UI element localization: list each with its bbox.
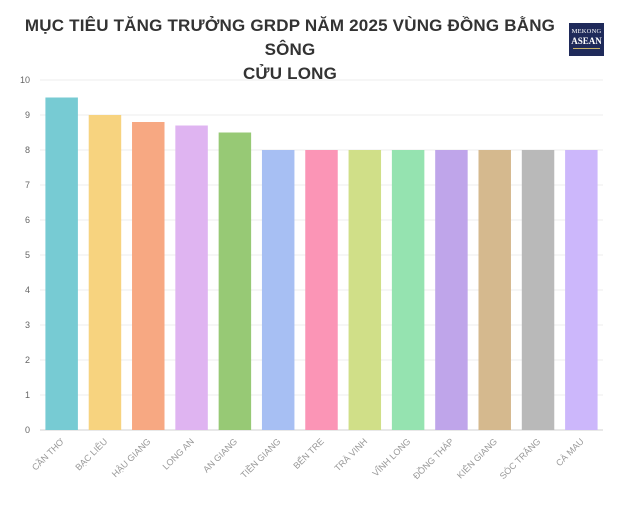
bar[interactable]	[218, 132, 252, 431]
mekong-asean-logo: MEKONG ASEAN	[569, 23, 604, 56]
x-tick-label: ĐỒNG THÁP	[410, 436, 455, 481]
x-tick-label: LONG AN	[161, 436, 196, 471]
y-tick-label: 7	[25, 180, 30, 190]
logo-text-asean: ASEAN	[571, 36, 602, 46]
x-axis-ticks: CẦN THƠ BẠC LIÊU HẬU GIANG LONG AN AN GIANG T…	[30, 436, 586, 481]
bar[interactable]	[435, 150, 468, 430]
y-tick-label: 2	[25, 355, 30, 365]
bar[interactable]	[261, 150, 295, 430]
x-tick-label: BẠC LIÊU	[73, 436, 109, 472]
chart-bars	[45, 97, 598, 431]
bar[interactable]	[521, 150, 555, 430]
chart-title: MỤC TIÊU TĂNG TRƯỞNG GRDP NĂM 2025 VÙNG …	[20, 14, 560, 86]
bar[interactable]	[305, 150, 338, 430]
x-tick-label: TIỀN GIANG	[239, 436, 283, 480]
y-tick-label: 0	[25, 425, 30, 435]
y-tick-label: 9	[25, 110, 30, 120]
bar[interactable]	[132, 122, 165, 430]
bar[interactable]	[45, 97, 78, 431]
y-tick-label: 1	[25, 390, 30, 400]
bar[interactable]	[391, 150, 425, 430]
bar[interactable]	[348, 150, 382, 430]
bar[interactable]	[175, 125, 208, 431]
y-tick-label: 5	[25, 250, 30, 260]
logo-text-mekong: MEKONG	[571, 28, 602, 35]
logo-underline	[573, 48, 600, 49]
bar[interactable]	[565, 150, 598, 430]
y-tick-label: 4	[25, 285, 30, 295]
y-tick-label: 3	[25, 320, 30, 330]
y-axis-ticks: 0 1 2 3 4 5 6 7 8 9 10	[20, 75, 30, 435]
chart-title-line-1: MỤC TIÊU TĂNG TRƯỞNG GRDP NĂM 2025 VÙNG …	[24, 16, 556, 59]
chart-title-line-2: CỬU LONG	[242, 64, 338, 83]
x-tick-label: AN GIANG	[201, 436, 239, 474]
x-tick-label: SÓC TRĂNG	[498, 436, 543, 481]
x-tick-label: KIÊN GIANG	[455, 436, 499, 480]
x-tick-label: VĨNH LONG	[370, 436, 412, 478]
y-tick-label: 6	[25, 215, 30, 225]
x-tick-label: CÀ MAU	[554, 436, 586, 468]
bar[interactable]	[88, 115, 122, 430]
bar[interactable]	[478, 150, 511, 430]
y-tick-label: 8	[25, 145, 30, 155]
x-tick-label: CẦN THƠ	[30, 436, 66, 472]
x-tick-label: BẾN TRE	[291, 436, 326, 471]
y-tick-label: 10	[20, 75, 30, 85]
x-tick-label: HẬU GIANG	[110, 436, 153, 479]
x-tick-label: TRÀ VINH	[332, 436, 369, 473]
